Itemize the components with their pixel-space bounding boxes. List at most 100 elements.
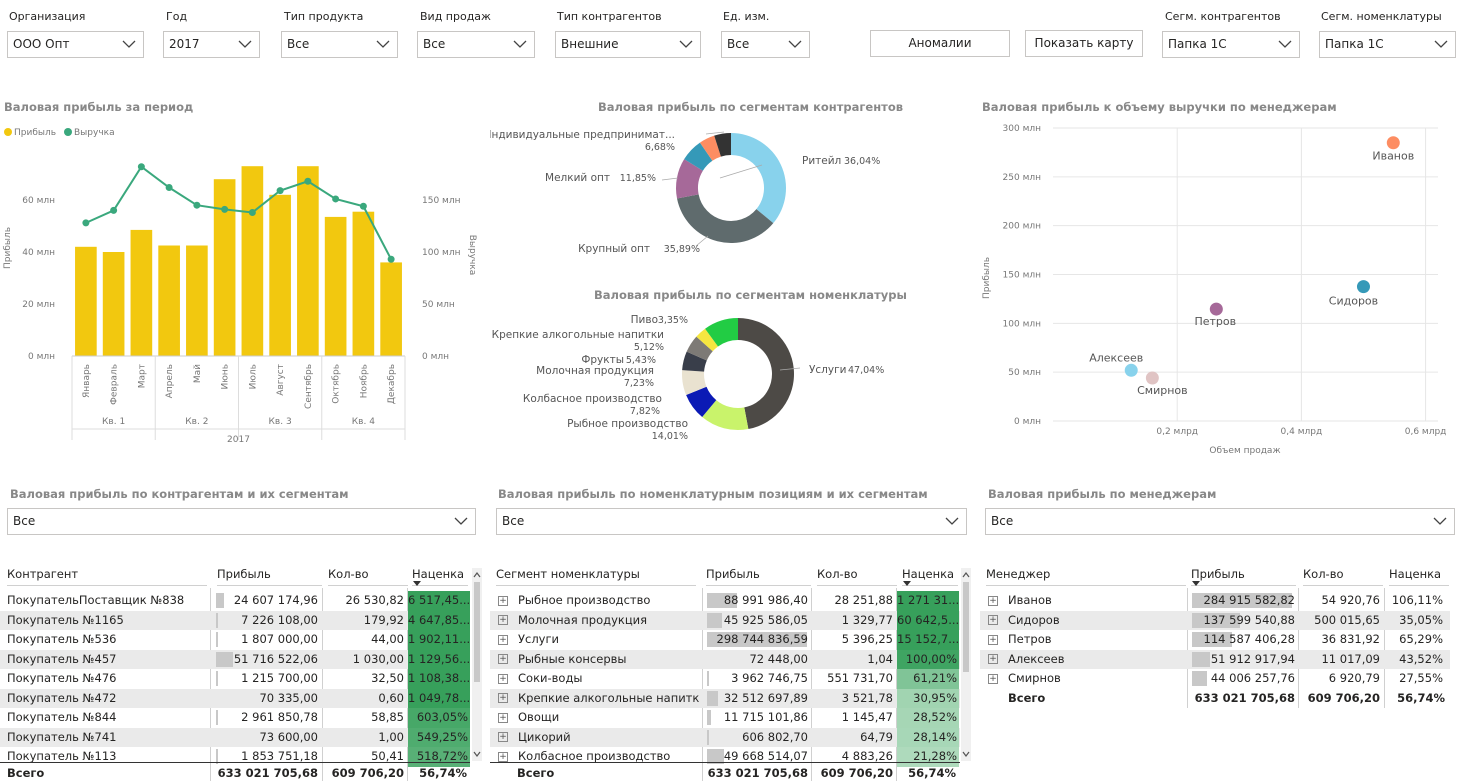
year-dropdown[interactable]: 2017 (163, 31, 260, 58)
col-header-qty[interactable]: Кол-во (1303, 564, 1383, 586)
expand-icon[interactable]: + (498, 615, 508, 625)
revenue-point[interactable] (165, 184, 173, 192)
revenue-point[interactable] (359, 202, 367, 210)
table-row[interactable]: + Сидоров 137 599 540,88 500 015,65 35,05% (980, 610, 1450, 630)
table-row[interactable]: Покупатель №1165 7 226 108,00 179,92 4 647,… (0, 610, 470, 630)
expand-icon[interactable]: + (988, 673, 998, 684)
nomenclature-segment-dropdown[interactable]: Папка 1С (1319, 31, 1456, 58)
table-row[interactable]: Покупатель №113 1 853 751,18 50,41 518,72% (0, 747, 470, 767)
expand-icon[interactable]: + (498, 712, 508, 723)
profit-bar[interactable] (297, 166, 319, 356)
expand-icon[interactable]: + (988, 634, 998, 645)
revenue-point[interactable] (387, 255, 395, 263)
organization-dropdown[interactable]: ООО Опт (7, 31, 144, 58)
table-row[interactable]: + Цикорий 606 802,70 64,79 28,14% (490, 727, 960, 747)
revenue-point[interactable] (332, 195, 340, 203)
profit-bar[interactable] (269, 194, 291, 356)
col-header-qty[interactable]: Кол-во (817, 564, 897, 586)
table-row[interactable]: Покупатель №457 51 716 522,06 1 030,00 1 12… (0, 649, 470, 669)
scroll-up-icon[interactable] (472, 570, 482, 580)
col-header-qty[interactable]: Кол-во (328, 564, 408, 586)
counterparty-segment-dropdown[interactable]: Папка 1С (1162, 31, 1300, 58)
table-row[interactable]: + Иванов 284 915 582,82 54 920,76 106,11% (980, 591, 1450, 611)
manager-point[interactable] (1209, 302, 1223, 316)
anomalies-button[interactable]: Аномалии (870, 30, 1010, 57)
sales-type-dropdown[interactable]: Все (417, 31, 535, 58)
expand-icon[interactable]: + (498, 751, 508, 762)
table-row[interactable]: Покупатель №844 2 961 850,78 58,85 603,05% (0, 708, 470, 728)
col-header-manager[interactable]: Менеджер (986, 564, 1186, 586)
col-header-segment[interactable]: Сегмент номенклатуры (496, 564, 696, 586)
donut-slice[interactable] (696, 328, 719, 352)
profit-bar[interactable] (158, 245, 180, 357)
manager-point[interactable] (1356, 280, 1370, 294)
profit-bar[interactable] (241, 166, 264, 356)
donut-slice[interactable] (686, 336, 713, 361)
col-header-markup[interactable]: Наценка (1389, 564, 1449, 586)
table-row[interactable]: Покупатель №536 1 807 000,00 44,00 1 902,11… (0, 630, 470, 650)
col-header-markup[interactable]: Наценка (902, 564, 958, 586)
table-row[interactable]: Покупатель №476 1 215 700,00 32,50 1 108,38… (0, 669, 470, 689)
profit-bar[interactable] (75, 246, 97, 356)
profit-bar[interactable] (186, 245, 208, 357)
revenue-point[interactable] (248, 208, 256, 216)
table1-scrollbar[interactable] (472, 568, 482, 761)
revenue-point[interactable] (110, 206, 118, 214)
table-row[interactable]: + Рыбное производство 88 991 986,40 28 251,… (490, 591, 960, 611)
table-row[interactable]: + Овощи 11 715 101,86 1 145,47 28,52% (490, 708, 960, 728)
table-row[interactable]: + Крепкие алкогольные напитки 32 512 697,8… (490, 688, 960, 708)
profit-bar[interactable] (213, 179, 236, 356)
donut-slice[interactable] (702, 400, 749, 430)
table-row[interactable]: + Смирнов 44 006 257,76 6 920,79 27,55% (980, 669, 1450, 689)
profit-bar[interactable] (130, 229, 153, 356)
donut-slice[interactable] (686, 386, 717, 418)
profit-bar[interactable] (102, 252, 125, 356)
scroll-thumb[interactable] (474, 582, 480, 682)
nomenclature-slicer[interactable]: Все (496, 508, 967, 535)
counterparty-type-dropdown[interactable]: Внешние (555, 31, 701, 58)
table-row[interactable]: Покупатель №472 70 335,00 0,60 1 049,78... (0, 688, 470, 708)
donut-slice[interactable] (677, 194, 774, 243)
revenue-point[interactable] (193, 201, 201, 209)
expand-icon[interactable]: + (498, 673, 508, 684)
donut-slice[interactable] (676, 159, 703, 199)
donut-slice[interactable] (699, 135, 721, 161)
scroll-up-icon[interactable] (961, 570, 971, 580)
table-row[interactable]: ПокупательПоставщик №838 24 607 174,96 26 … (0, 591, 470, 611)
revenue-point[interactable] (304, 177, 312, 185)
col-header-counterparty[interactable]: Контрагент (7, 564, 207, 586)
table-row[interactable]: + Рыбные консервы 72 448,00 1,04 100,00% (490, 649, 960, 669)
profit-bar[interactable] (352, 211, 375, 356)
expand-icon[interactable]: + (498, 693, 508, 703)
table-row[interactable]: + Соки-воды 3 962 746,75 551 731,70 61,21% (490, 669, 960, 689)
revenue-point[interactable] (276, 187, 284, 195)
expand-icon[interactable]: + (498, 654, 508, 664)
scroll-down-icon[interactable] (961, 749, 971, 759)
expand-icon[interactable]: + (498, 732, 508, 742)
expand-icon[interactable]: + (498, 634, 508, 645)
donut-slice[interactable] (684, 142, 713, 171)
table-row[interactable]: + Петров 114 587 406,28 36 831,92 65,29% (980, 630, 1450, 650)
show-map-button[interactable]: Показать карту (1025, 30, 1143, 57)
donut-slice[interactable] (731, 133, 786, 224)
table-row[interactable]: + Колбасное производство 49 668 514,07 4 88… (490, 747, 960, 767)
table-row[interactable]: + Молочная продукция 45 925 586,05 1 329,77… (490, 610, 960, 630)
table2-scrollbar[interactable] (961, 568, 971, 761)
unit-dropdown[interactable]: Все (721, 31, 810, 58)
col-header-profit[interactable]: Прибыль (217, 564, 322, 586)
expand-icon[interactable]: + (988, 615, 998, 625)
manager-point[interactable] (1386, 136, 1400, 150)
expand-icon[interactable]: + (988, 595, 998, 606)
table-row[interactable]: + Алексеев 51 912 917,94 11 017,09 43,52% (980, 649, 1450, 669)
col-header-profit[interactable]: Прибыль (706, 564, 811, 586)
expand-icon[interactable]: + (498, 595, 508, 606)
col-header-profit[interactable]: Прибыль (1191, 564, 1296, 586)
manager-slicer[interactable]: Все (985, 508, 1455, 535)
revenue-point[interactable] (137, 163, 145, 171)
revenue-point[interactable] (82, 219, 90, 227)
manager-point[interactable] (1124, 363, 1138, 377)
table-row[interactable]: Покупатель №741 73 600,00 1,00 549,25% (0, 727, 470, 747)
counterparty-slicer[interactable]: Все (7, 508, 476, 535)
table-row[interactable]: + Услуги 298 744 836,59 5 396,25 15 152,7... (490, 630, 960, 650)
donut-slice[interactable] (738, 318, 794, 430)
